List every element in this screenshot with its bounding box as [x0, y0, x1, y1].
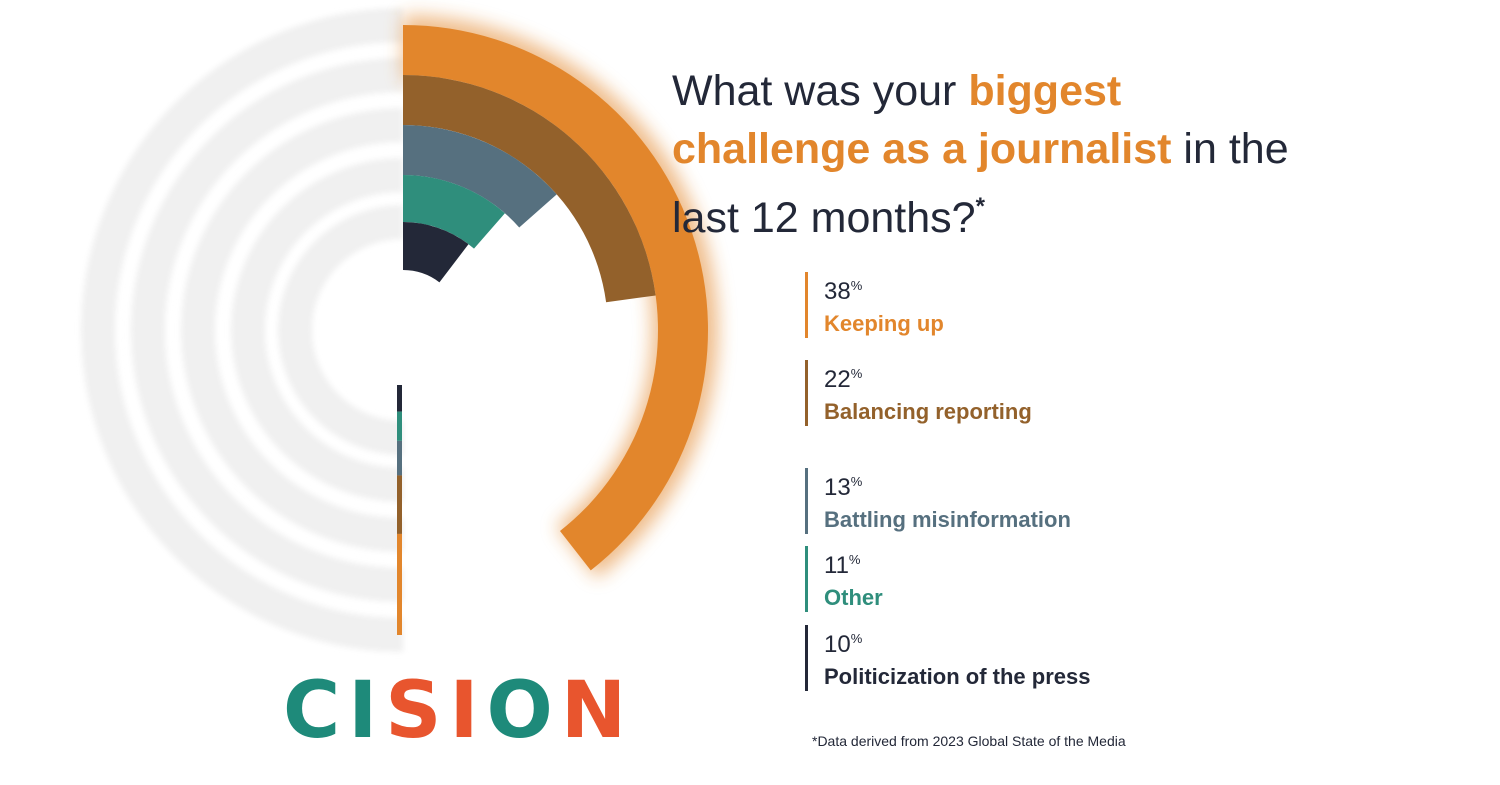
logo-letter: I	[449, 666, 487, 756]
stripe-segment	[397, 440, 402, 476]
legend-item-battling-misinformation: 13% Battling misinformation	[805, 468, 1071, 534]
background-ring	[81, 8, 404, 652]
logo-letter: S	[385, 666, 450, 756]
logo-letter: O	[486, 666, 561, 756]
legend-item-politicization: 10% Politicization of the press	[805, 625, 1090, 691]
legend-value: 11%	[824, 552, 861, 579]
legend-label: Battling misinformation	[824, 507, 1071, 532]
stripe-segment	[397, 385, 402, 412]
legend-label: Keeping up	[824, 311, 944, 336]
chart-title: What was your biggest challenge as a jou…	[672, 62, 1312, 247]
legend-item-keeping-up: 38% Keeping up	[805, 272, 944, 338]
legend-value: 10%	[824, 631, 863, 658]
stripe-segment	[397, 533, 402, 635]
legend-item-other: 11% Other	[805, 546, 883, 612]
footnote: *Data derived from 2023 Global State of …	[812, 733, 1126, 749]
legend-value: 13%	[824, 474, 863, 501]
logo-letter: I	[348, 666, 386, 756]
title-part-2: in the last 12 months?	[672, 125, 1289, 242]
legend-label: Other	[824, 585, 883, 610]
color-stripe	[397, 385, 402, 635]
radial-bars	[403, 25, 708, 571]
title-asterisk: *	[975, 193, 985, 220]
radial-bar-balancing-reporting	[403, 75, 656, 303]
background-ring	[278, 205, 404, 455]
stripe-segment	[397, 475, 402, 534]
legend-item-balancing-reporting: 22% Balancing reporting	[805, 360, 1032, 426]
title-part-1: What was your	[672, 67, 969, 115]
radial-bar-other	[403, 175, 505, 249]
legend-label: Balancing reporting	[824, 399, 1032, 424]
stripe-segment	[397, 411, 402, 441]
logo-letter: C	[283, 666, 349, 756]
radial-bar-battling-misinformation	[403, 125, 557, 228]
logo-letter: N	[560, 666, 635, 756]
title-highlight: biggest challenge as a journalist	[672, 67, 1172, 173]
background-ring	[181, 108, 404, 552]
legend-label: Politicization of the press	[824, 664, 1091, 689]
background-rings	[81, 8, 404, 652]
cision-logo: CISION	[283, 672, 634, 750]
legend-value: 38%	[824, 278, 863, 305]
background-ring	[231, 158, 404, 502]
background-ring	[131, 58, 404, 602]
radial-bar-keeping-up	[403, 25, 708, 571]
legend-value: 22%	[824, 366, 863, 393]
radial-bar-politicization-of-the-press	[403, 222, 469, 283]
